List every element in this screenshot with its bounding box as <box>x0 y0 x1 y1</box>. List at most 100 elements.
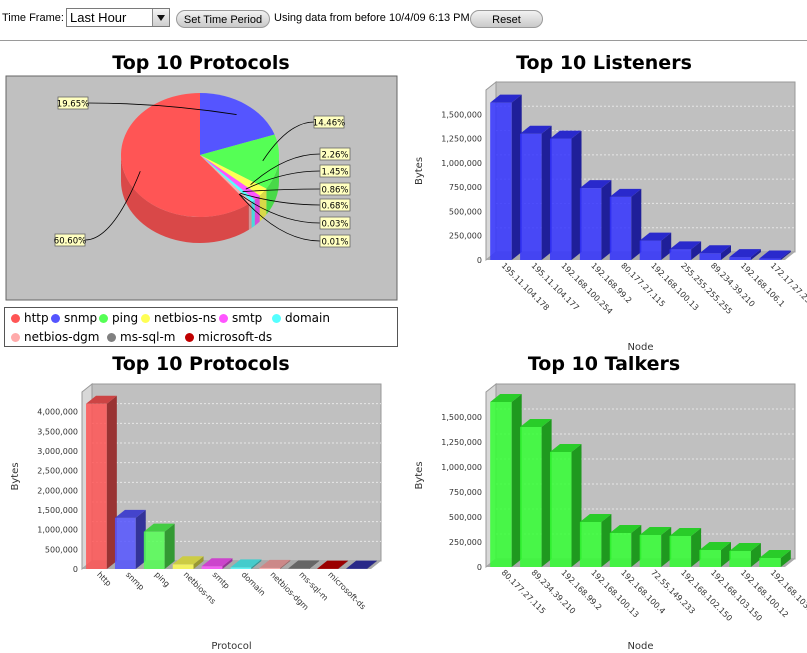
x-tick-label: 192.168.103.150 <box>709 568 764 623</box>
bar-side <box>511 94 522 260</box>
bar-front <box>520 133 542 260</box>
pie-slice-ms-sql-m <box>200 155 249 204</box>
bar-side <box>721 245 732 260</box>
pie-label-box <box>54 233 86 247</box>
time-frame-label: Time Frame: <box>2 12 64 24</box>
legend-label: snmp <box>64 311 98 325</box>
bar-top <box>609 525 642 533</box>
bar-front <box>579 522 602 567</box>
pie-label-box <box>319 164 351 178</box>
pie-slice-side <box>259 188 267 222</box>
y-tick-label: 1,250,000 <box>441 135 482 144</box>
x-axis-label: Protocol <box>211 641 251 652</box>
x-tick-label: 192.168.100.254 <box>559 261 614 316</box>
bar-192.168.100.13 <box>639 232 672 260</box>
chevron-down-icon[interactable] <box>152 9 169 26</box>
bar-top <box>699 542 732 550</box>
bar-front <box>579 188 602 260</box>
pie-label-box <box>319 198 351 212</box>
legend-swatch <box>11 314 20 323</box>
bar-195.11.104.177 <box>520 125 552 260</box>
bar-top <box>288 560 320 569</box>
pie-label-box <box>319 182 351 196</box>
legend-item-http: http <box>11 311 49 325</box>
legend-label: ms-sql-m <box>120 330 176 344</box>
time-frame-value: Last Hour <box>70 10 127 25</box>
bar-72.55.149.233 <box>639 527 672 567</box>
y-tick-label: 1,000,000 <box>441 463 482 472</box>
pie-label-leader <box>240 192 321 206</box>
bar-192.168.103.57 <box>759 550 791 567</box>
x-axis-label: Node <box>627 342 653 353</box>
bar-ms-sql-m <box>288 560 320 569</box>
bar-side <box>251 559 262 569</box>
y-axis-label: Bytes <box>414 461 425 489</box>
time-frame-select[interactable]: Last Hour <box>66 8 170 27</box>
bar-192.168.102.150 <box>669 528 702 567</box>
pie-slice-domain <box>200 155 255 202</box>
bar-front <box>520 427 542 567</box>
toolbar: Time Frame: Last Hour Set Time Period Us… <box>0 0 807 38</box>
legend-item-netbios-dgm: netbios-dgm <box>11 330 100 344</box>
pie-slice-http <box>120 93 249 218</box>
bar-front <box>699 550 722 567</box>
legend-swatch <box>185 333 194 342</box>
talkers-bar-chart: 0 250,000 500,000 750,000 1,000,000 1,250,000… <box>414 382 807 652</box>
bar-front <box>114 517 136 569</box>
legend-item-netbios-ns: netbios-ns <box>141 311 216 325</box>
legend-label: http <box>24 311 49 325</box>
bar-top <box>549 130 582 139</box>
y-tick-label: 3,000,000 <box>37 447 78 456</box>
bar-195.11.104.178 <box>490 94 522 260</box>
pie-slice-netbios-dgm <box>200 155 252 204</box>
bar-side <box>511 394 522 567</box>
bar-front <box>699 253 722 260</box>
bar-front <box>609 533 632 567</box>
pie-label: 0.68% <box>321 202 348 212</box>
y-tick-label: 2,000,000 <box>37 486 78 495</box>
bar-domain <box>230 559 262 569</box>
bar-front <box>759 558 781 567</box>
bar-172.17.27.255 <box>759 250 791 260</box>
y-tick-label: 3,500,000 <box>37 427 78 436</box>
bar-top <box>579 514 612 522</box>
bar-http <box>86 395 117 569</box>
bar-front <box>490 402 512 567</box>
bar-top <box>317 560 349 569</box>
pie-slice-side <box>248 201 252 230</box>
x-tick-label: 192.168.102.150 <box>679 568 734 623</box>
legend-label: netbios-dgm <box>24 330 100 344</box>
y-tick-label: 1,500,000 <box>37 506 78 515</box>
reset-button[interactable]: Reset <box>470 10 543 28</box>
bar-front <box>172 564 194 569</box>
legend-label: domain <box>285 311 330 325</box>
set-time-period-button[interactable]: Set Time Period <box>176 10 270 28</box>
y-axis-label: Bytes <box>414 157 425 185</box>
legend-label: smtp <box>232 311 263 325</box>
bar-top <box>201 558 233 567</box>
bar-microsoft-ds <box>317 560 349 569</box>
y-tick-label: 750,000 <box>449 488 482 497</box>
bar-top <box>579 180 612 189</box>
bar-80.177.27.115 <box>490 394 522 567</box>
x-axis-label: Node <box>627 641 653 652</box>
pie-legend: http snmp ping netbios-ns smtp domain netbios-… <box>4 307 398 347</box>
bar-side <box>780 550 791 567</box>
bar-192.168.100.254 <box>549 130 582 260</box>
bar-netbios-ns <box>172 556 204 569</box>
pie-label-box <box>313 115 345 129</box>
bar-side <box>661 232 672 260</box>
legend-swatch <box>99 314 108 323</box>
bar-top <box>346 560 377 569</box>
bar-front <box>759 258 781 260</box>
y-tick-label: 750,000 <box>449 183 482 192</box>
pie-label-leader <box>250 153 321 186</box>
y-tick-label: 0 <box>73 565 78 574</box>
bar-top <box>729 249 761 258</box>
bar-side <box>193 556 204 569</box>
legend-swatch <box>141 314 150 323</box>
y-tick-label: 0 <box>477 563 482 572</box>
pie-slice-side <box>266 155 279 215</box>
bar-front <box>609 196 632 260</box>
bar-255.255.255.255 <box>669 241 702 260</box>
